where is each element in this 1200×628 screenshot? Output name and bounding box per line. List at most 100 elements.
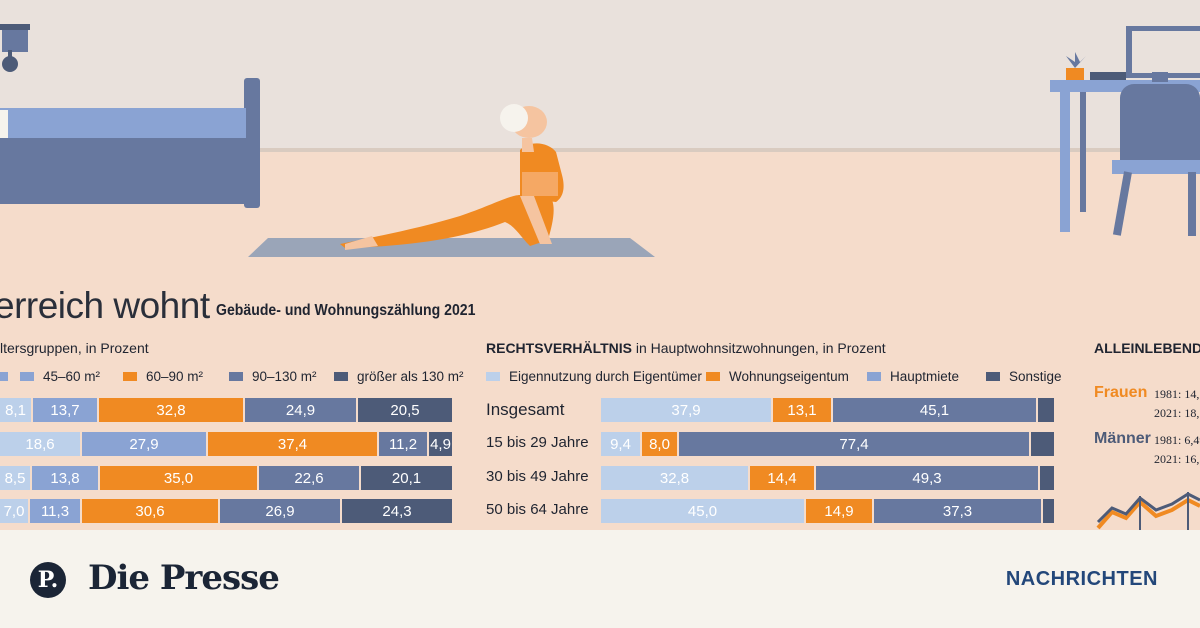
yoga-person-icon: [340, 104, 564, 250]
chart1-bar-segment: 11,3: [30, 499, 82, 523]
chart1-legend-item-1: 45–60 m²: [20, 368, 100, 384]
chart1-bar-segment: 30,6: [82, 499, 220, 523]
legend-label: Sonstige: [1009, 368, 1062, 384]
chart2-bar-row: 45,0 14,9 37,3: [601, 499, 1054, 523]
lamp-icon: [0, 24, 30, 72]
chart1-bar-segment: 24,3: [342, 499, 452, 523]
legend-label: 90–130 m²: [252, 368, 317, 384]
legend-swatch: [229, 371, 243, 381]
chart1-bar-segment: 7,0: [0, 499, 30, 523]
chart2-header: RECHTSVERHÄLTNIS in Hauptwohnsitzwohnung…: [486, 340, 886, 356]
room-illustration: [0, 24, 1200, 530]
chart2-bar-segment: 37,3: [874, 499, 1043, 523]
alleinlebende-header: ALLEINLEBENDE r: [1094, 340, 1200, 356]
chart1-bar-segment: 20,1: [361, 466, 452, 490]
yoga-mat: [248, 238, 655, 257]
chart1-legend-item-3: 90–130 m²: [229, 368, 317, 384]
chart2-bar-segment: 32,8: [601, 466, 750, 490]
chart2-bar-segment: 45,1: [833, 398, 1038, 422]
chart2-bar-row: 9,4 8,0 77,4: [601, 432, 1054, 456]
legend-label: Wohnungseigentum: [729, 368, 849, 384]
chart2-legend-item-3: Sonstige: [986, 368, 1062, 384]
die-presse-logo-icon[interactable]: P.: [30, 562, 66, 598]
chart2-bar-segment: 14,4: [750, 466, 816, 490]
legend-swatch: [986, 371, 1000, 381]
frauen-label: Frauen: [1094, 384, 1148, 401]
chart2-row-label: 30 bis 49 Jahre: [486, 468, 589, 485]
footer: [0, 530, 1200, 628]
frauen-2021: 2021: 18,7: [1154, 406, 1200, 420]
legend-swatch: [20, 371, 34, 381]
bed-icon: [0, 78, 260, 208]
chart1-legend-item-0: [0, 368, 17, 384]
chart2-bar-segment: 13,1: [773, 398, 833, 422]
chart2-bar-segment: 45,0: [601, 499, 806, 523]
plant-icon: [1066, 52, 1086, 80]
chart1-bar-segment: 37,4: [208, 432, 379, 456]
chart1-bar-row: 8,1 13,7 32,8 24,9 20,5: [0, 398, 452, 422]
chart2-legend-item-0: Eigennutzung durch Eigentümer: [486, 368, 702, 384]
chart1-bar-row: 7,0 11,3 30,6 26,9 24,3: [0, 499, 452, 523]
chart1-bar-segment: 13,7: [33, 398, 99, 422]
chart1-bar-row: 8,5 13,8 35,0 22,6 20,1: [0, 466, 452, 490]
chart2-row-label: Insgesamt: [486, 400, 565, 419]
chart1-bar-segment: 8,5: [0, 466, 32, 490]
legend-label: 45–60 m²: [43, 368, 101, 384]
chart1-bar-segment: 13,8: [32, 466, 100, 490]
legend-swatch: [123, 371, 137, 381]
chair-icon: [1112, 84, 1200, 236]
chart1-bar-segment: 22,6: [259, 466, 361, 490]
chart1-bar-segment: 20,5: [358, 398, 452, 422]
legend-swatch: [867, 371, 881, 381]
chart1-header-text: ltersgruppen, in Prozent: [0, 340, 149, 356]
chart1-bar-segment: 24,9: [245, 398, 358, 422]
legend-swatch: [706, 371, 720, 381]
baseboard: [0, 148, 1200, 152]
legend-swatch: [0, 371, 8, 381]
chart2-bar-segment: [1043, 499, 1054, 523]
page-title: erreich wohnt: [0, 285, 210, 326]
section-label[interactable]: NACHRICHTEN: [1005, 568, 1158, 590]
die-presse-logo-text[interactable]: Die Presse: [88, 558, 280, 598]
chart2-bar-segment: 9,4: [601, 432, 642, 456]
monitor-icon: [1126, 26, 1200, 82]
chart2-bar-segment: [1038, 398, 1054, 422]
chart1-legend-item-4: größer als 130 m²: [334, 368, 464, 384]
chart1-bar-segment: 32,8: [99, 398, 245, 422]
mini-line-chart: [1096, 492, 1200, 530]
legend-label: Eigennutzung durch Eigentümer: [509, 368, 702, 384]
chart1-legend-item-2: 60–90 m²: [123, 368, 203, 384]
chart2-legend-item-2: Hauptmiete: [867, 368, 959, 384]
legend-swatch: [486, 371, 500, 381]
maenner-2021: 2021: 16,3: [1154, 452, 1200, 466]
chart2-bar-segment: 8,0: [642, 432, 679, 456]
page-subtitle: Gebäude- und Wohnungszählung 2021: [216, 302, 476, 319]
chart1-bar-segment: 35,0: [100, 466, 259, 490]
maenner-label: Männer: [1094, 430, 1151, 447]
chart1-bar-segment: 11,2: [379, 432, 429, 456]
chart2-bar-segment: [1031, 432, 1054, 456]
chart1-bar-segment: 8,1: [0, 398, 33, 422]
chart1-bar-segment: 18,6: [0, 432, 82, 456]
chart2-row-label: 50 bis 64 Jahre: [486, 501, 589, 518]
chart1-bar-segment: 27,9: [82, 432, 208, 456]
chart1-bar-segment: 26,9: [220, 499, 342, 523]
legend-swatch: [334, 371, 348, 381]
legend-label: größer als 130 m²: [357, 368, 464, 384]
chart2-legend-item-1: Wohnungseigentum: [706, 368, 849, 384]
chart2-bar-segment: 49,3: [816, 466, 1040, 490]
chart2-bar-row: 37,9 13,1 45,1: [601, 398, 1054, 422]
maenner-1981: 1981: 6,49: [1154, 433, 1200, 447]
chart2-header-text: in Hauptwohnsitzwohnungen, in Prozent: [631, 340, 886, 356]
chart2-bar-segment: 77,4: [679, 432, 1031, 456]
chart2-header-bold: RECHTSVERHÄLTNIS: [486, 340, 632, 356]
chart1-bar-segment: 4,9: [429, 432, 452, 456]
frauen-1981: 1981: 14,1: [1154, 387, 1200, 401]
chart2-bar-segment: 37,9: [601, 398, 773, 422]
chart1-header: ltersgruppen, in Prozent: [0, 340, 149, 356]
legend-label: 60–90 m²: [146, 368, 204, 384]
alleinlebende-header-bold: ALLEINLEBENDE: [1094, 340, 1200, 356]
legend-label: Hauptmiete: [890, 368, 960, 384]
chart2-bar-row: 32,8 14,4 49,3: [601, 466, 1054, 490]
chart1-bar-row: 18,6 27,9 37,4 11,2 4,9: [0, 432, 452, 456]
